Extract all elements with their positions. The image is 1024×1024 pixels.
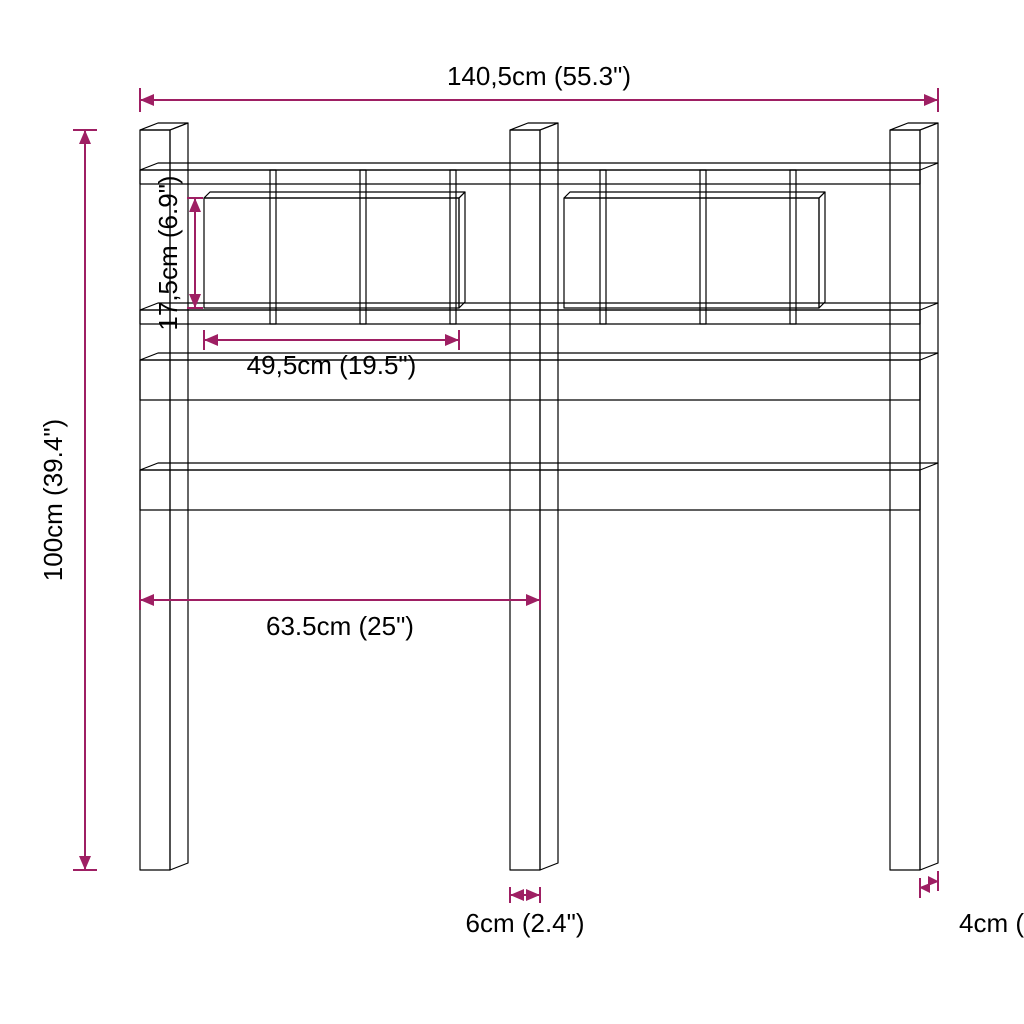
svg-text:63.5cm (25"): 63.5cm (25") — [266, 611, 414, 641]
svg-text:6cm (2.4"): 6cm (2.4") — [465, 908, 584, 938]
svg-text:100cm (39.4"): 100cm (39.4") — [38, 419, 68, 581]
svg-text:17,5cm (6.9"): 17,5cm (6.9") — [153, 175, 183, 330]
headboard-dimension-diagram: 140,5cm (55.3") 100cm (39.4") 17,5cm (6.9"… — [0, 0, 1024, 1024]
svg-text:4cm (1.6"): 4cm (1.6") — [959, 908, 1024, 938]
svg-text:49,5cm (19.5"): 49,5cm (19.5") — [247, 350, 417, 380]
svg-text:140,5cm (55.3"): 140,5cm (55.3") — [447, 61, 631, 91]
